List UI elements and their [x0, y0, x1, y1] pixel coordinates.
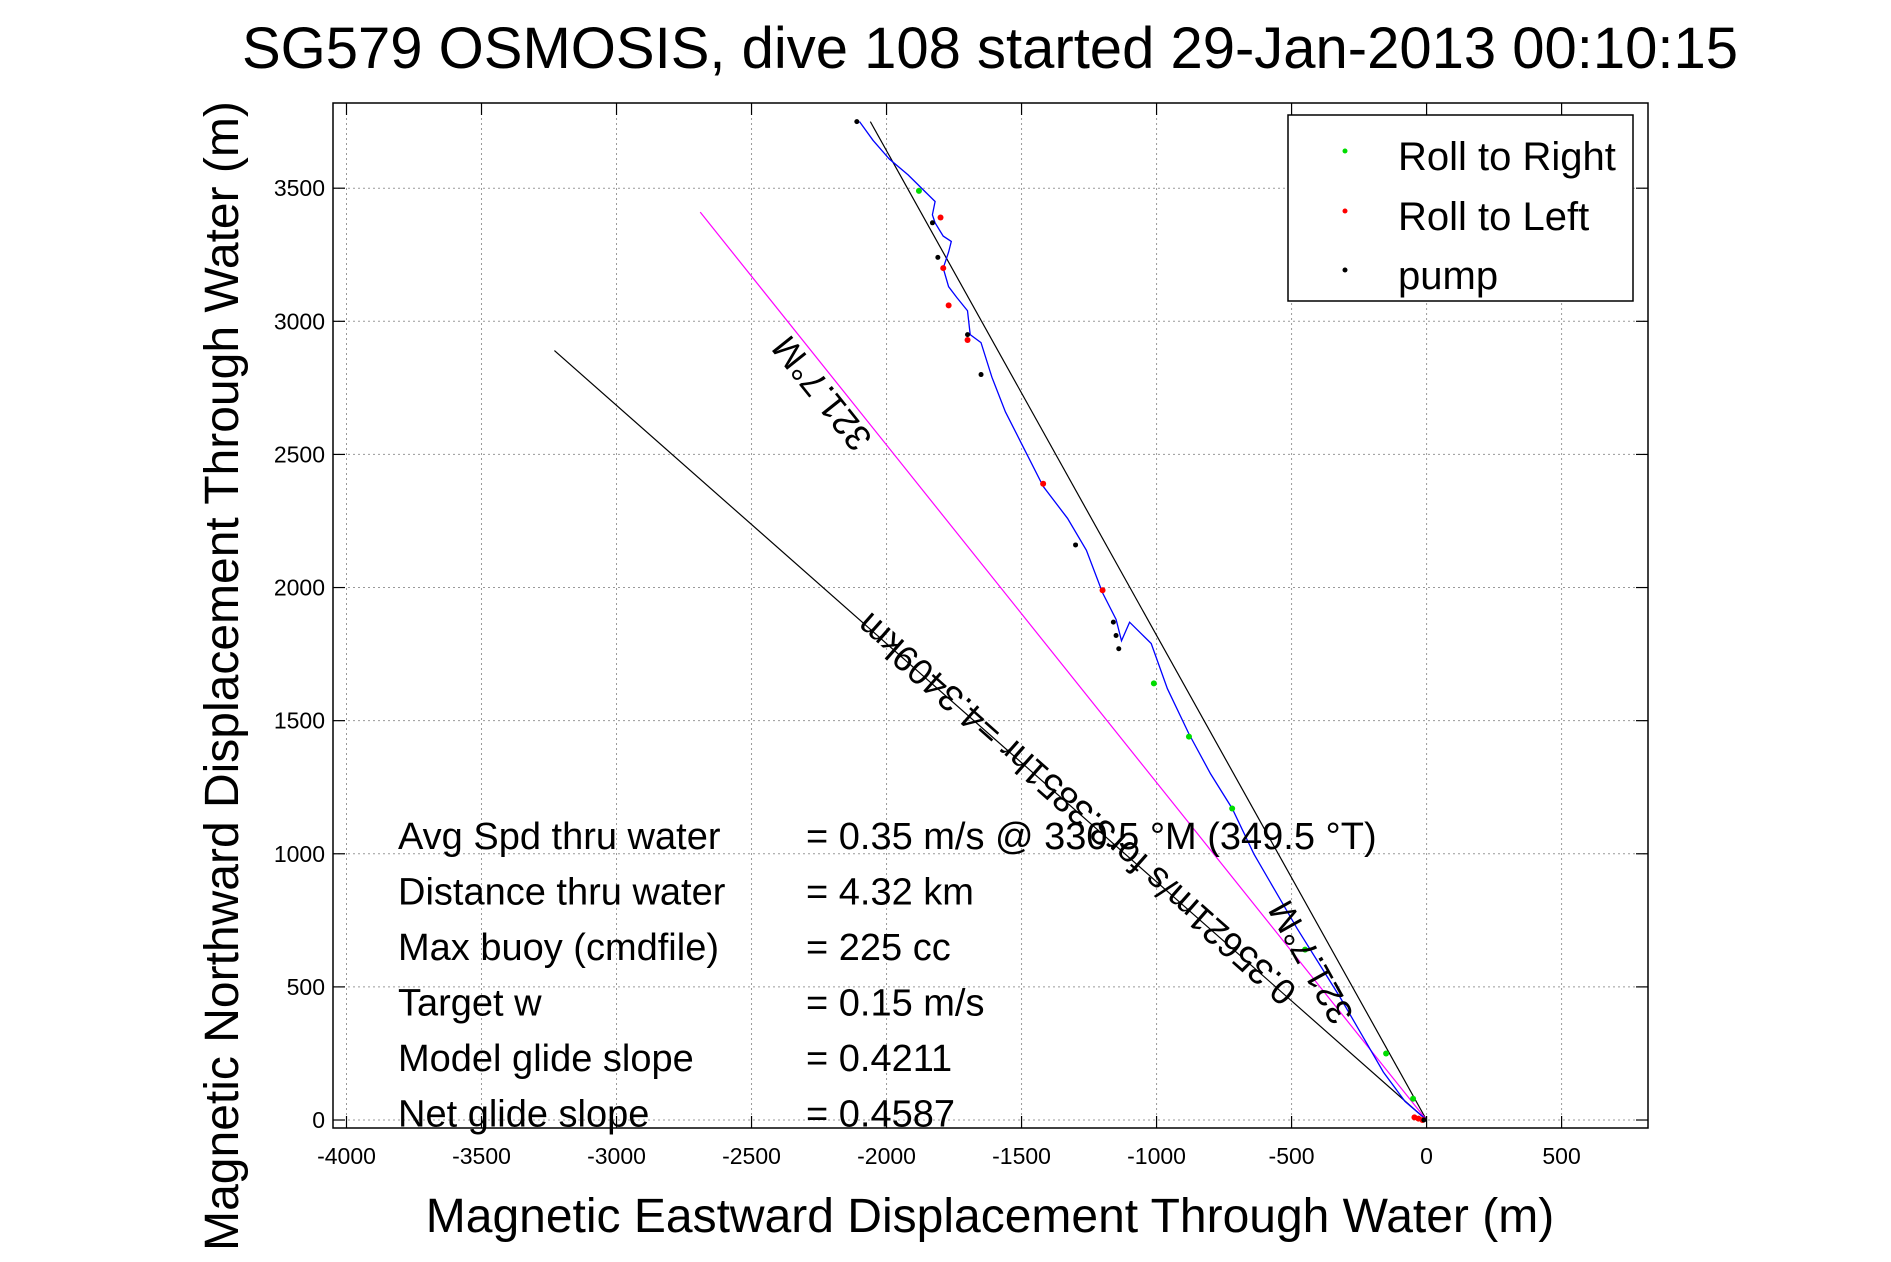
- pump-point: [1110, 619, 1116, 625]
- x-tick-label: -2500: [722, 1143, 781, 1169]
- pump-point: [929, 220, 935, 226]
- annotation-value: = 4.32 km: [806, 872, 974, 914]
- roll-left-point: [1040, 480, 1047, 487]
- legend-marker-roll-left: [1342, 208, 1348, 214]
- reference-lines: [554, 121, 1428, 1121]
- roll-right-point: [1229, 805, 1236, 812]
- annotation-label: Avg Spd thru water: [398, 816, 721, 858]
- legend: Roll to Right Roll to Left pump: [1287, 114, 1634, 302]
- pump-point: [854, 119, 860, 125]
- statistics-annotations: Avg Spd thru water = 0.35 m/s @ 330.5 °M …: [398, 816, 1377, 1136]
- annotation-value: = 0.4211: [806, 1038, 952, 1080]
- reference-line-2: [699, 211, 1428, 1121]
- pump-point: [965, 332, 971, 338]
- y-tick-label: 3500: [274, 175, 325, 201]
- roll-left-point: [940, 265, 947, 272]
- roll-right-point: [915, 187, 922, 194]
- x-tick-label: -1500: [992, 1143, 1051, 1169]
- roll-left-point: [1099, 587, 1106, 594]
- y-tick-label: 3000: [274, 308, 325, 334]
- x-tick-label: -3500: [452, 1143, 511, 1169]
- reference-line-3: [554, 350, 1427, 1121]
- x-tick-label: -500: [1269, 1143, 1315, 1169]
- legend-label-pump: pump: [1398, 254, 1498, 298]
- chart-title: SG579 OSMOSIS, dive 108 started 29-Jan-2…: [242, 16, 1738, 81]
- roll-right-point: [1302, 946, 1309, 953]
- roll-left-point: [1411, 1114, 1418, 1121]
- y-tick-label: 0: [312, 1107, 325, 1133]
- annotation-value: = 0.15 m/s: [806, 983, 984, 1025]
- x-tick-label: 0: [1420, 1143, 1433, 1169]
- pump-point: [978, 372, 984, 378]
- x-axis-label: Magnetic Eastward Displacement Through W…: [426, 1190, 1554, 1243]
- annotation-value: = 225 cc: [806, 927, 951, 969]
- x-tick-label: -3000: [587, 1143, 646, 1169]
- reference-line-1: [869, 121, 1428, 1121]
- pump-point: [1073, 542, 1079, 548]
- legend-label-roll-left: Roll to Left: [1398, 195, 1589, 239]
- pump-point: [1116, 646, 1122, 652]
- roll-right-point: [1150, 680, 1157, 687]
- roll-left-point: [945, 302, 952, 309]
- annotation-label: Distance thru water: [398, 872, 726, 914]
- pump-point: [1113, 632, 1119, 638]
- legend-marker-pump: [1342, 267, 1348, 273]
- roll-left-point: [937, 214, 944, 221]
- roll-left-point: [964, 336, 971, 343]
- y-tick-label: 2000: [274, 575, 325, 601]
- y-tick-label: 500: [287, 974, 325, 1000]
- pump-point: [935, 254, 941, 260]
- annotation-label: Net glide slope: [398, 1094, 649, 1136]
- axis-ticks: -4000 -3500 -3000 -2500 -2000 -1500 -1000 -500 0…: [274, 103, 1648, 1169]
- annotation-label: Model glide slope: [398, 1038, 694, 1080]
- x-tick-label: 500: [1542, 1143, 1580, 1169]
- legend-marker-roll-right: [1342, 148, 1348, 154]
- y-tick-label: 1000: [274, 841, 325, 867]
- annotation-value: = 0.4587: [806, 1094, 955, 1136]
- annotation-label: Max buoy (cmdfile): [398, 927, 719, 969]
- roll-right-point: [1383, 1050, 1390, 1057]
- y-tick-label: 1500: [274, 708, 325, 734]
- roll-right-point: [1410, 1095, 1417, 1102]
- x-tick-label: -1000: [1127, 1143, 1186, 1169]
- plot-frame: [332, 102, 1649, 1129]
- y-tick-label: 2500: [274, 441, 325, 467]
- x-tick-label: -4000: [317, 1143, 376, 1169]
- y-axis-label: Magnetic Northward Displacement Through …: [196, 101, 249, 1251]
- pump-point: [1421, 1117, 1427, 1123]
- x-tick-label: -2000: [857, 1143, 916, 1169]
- annotation-value: = 0.35 m/s @ 330.5 °M (349.5 °T): [806, 816, 1377, 858]
- roll-right-point: [1185, 733, 1192, 740]
- legend-label-roll-right: Roll to Right: [1398, 135, 1616, 179]
- annotation-label: Target w: [398, 983, 542, 1025]
- event-markers: [854, 119, 1427, 1124]
